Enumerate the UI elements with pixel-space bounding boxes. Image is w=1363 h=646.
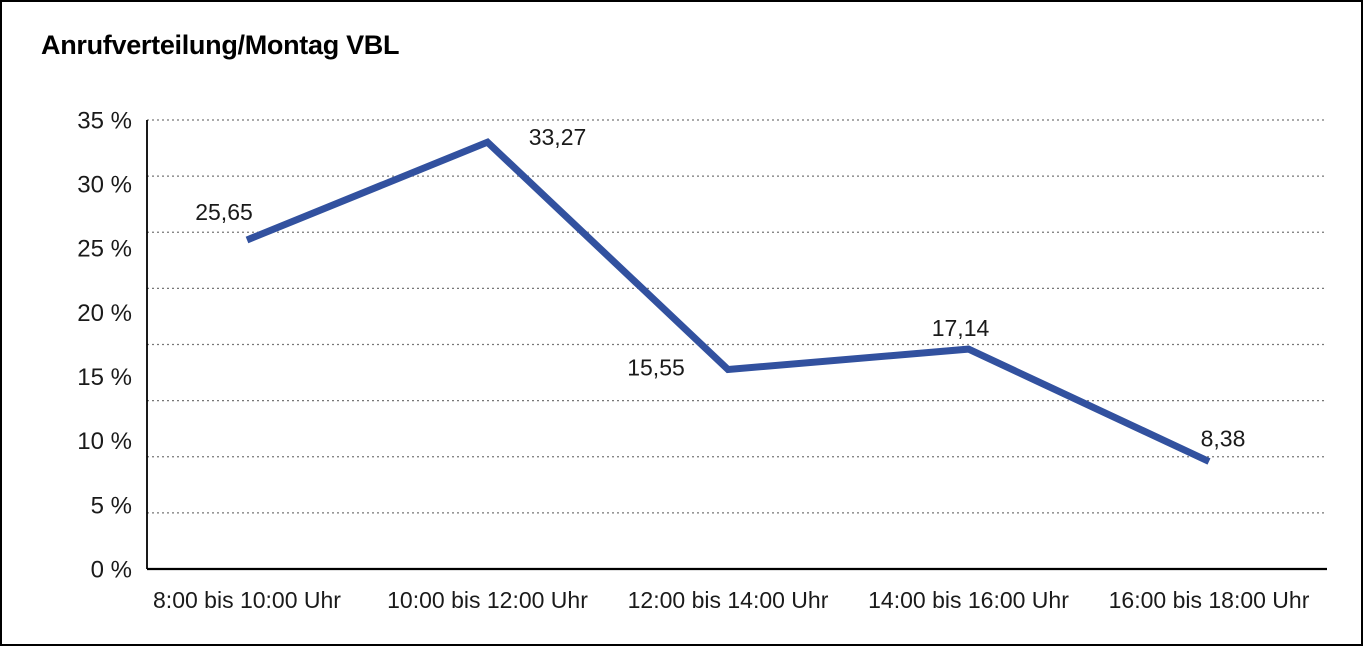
y-tick-label: 20 % bbox=[77, 300, 132, 327]
y-tick-label: 35 % bbox=[77, 107, 132, 134]
x-axis-label: 12:00 bis 14:00 Uhr bbox=[628, 587, 829, 613]
data-point-label: 8,38 bbox=[1201, 426, 1246, 452]
chart-title: Anrufverteilung/Montag VBL bbox=[41, 30, 400, 60]
data-point-label: 25,65 bbox=[195, 199, 253, 225]
y-tick-label: 30 % bbox=[77, 172, 132, 199]
x-axis-label: 10:00 bis 12:00 Uhr bbox=[387, 587, 588, 613]
y-tick-label: 0 % bbox=[91, 556, 132, 583]
y-tick-label: 5 % bbox=[91, 492, 132, 519]
y-tick-label: 25 % bbox=[77, 236, 132, 263]
x-axis-label: 16:00 bis 18:00 Uhr bbox=[1109, 587, 1310, 613]
data-point-label: 15,55 bbox=[627, 355, 685, 381]
data-point-label: 33,27 bbox=[529, 124, 587, 150]
x-axis-label: 14:00 bis 16:00 Uhr bbox=[868, 587, 1069, 613]
x-axis-label: 8:00 bis 10:00 Uhr bbox=[153, 587, 341, 613]
y-tick-label: 15 % bbox=[77, 364, 132, 391]
data-line bbox=[245, 138, 1211, 465]
y-tick-label: 10 % bbox=[77, 428, 132, 455]
data-point-label: 17,14 bbox=[932, 315, 990, 341]
